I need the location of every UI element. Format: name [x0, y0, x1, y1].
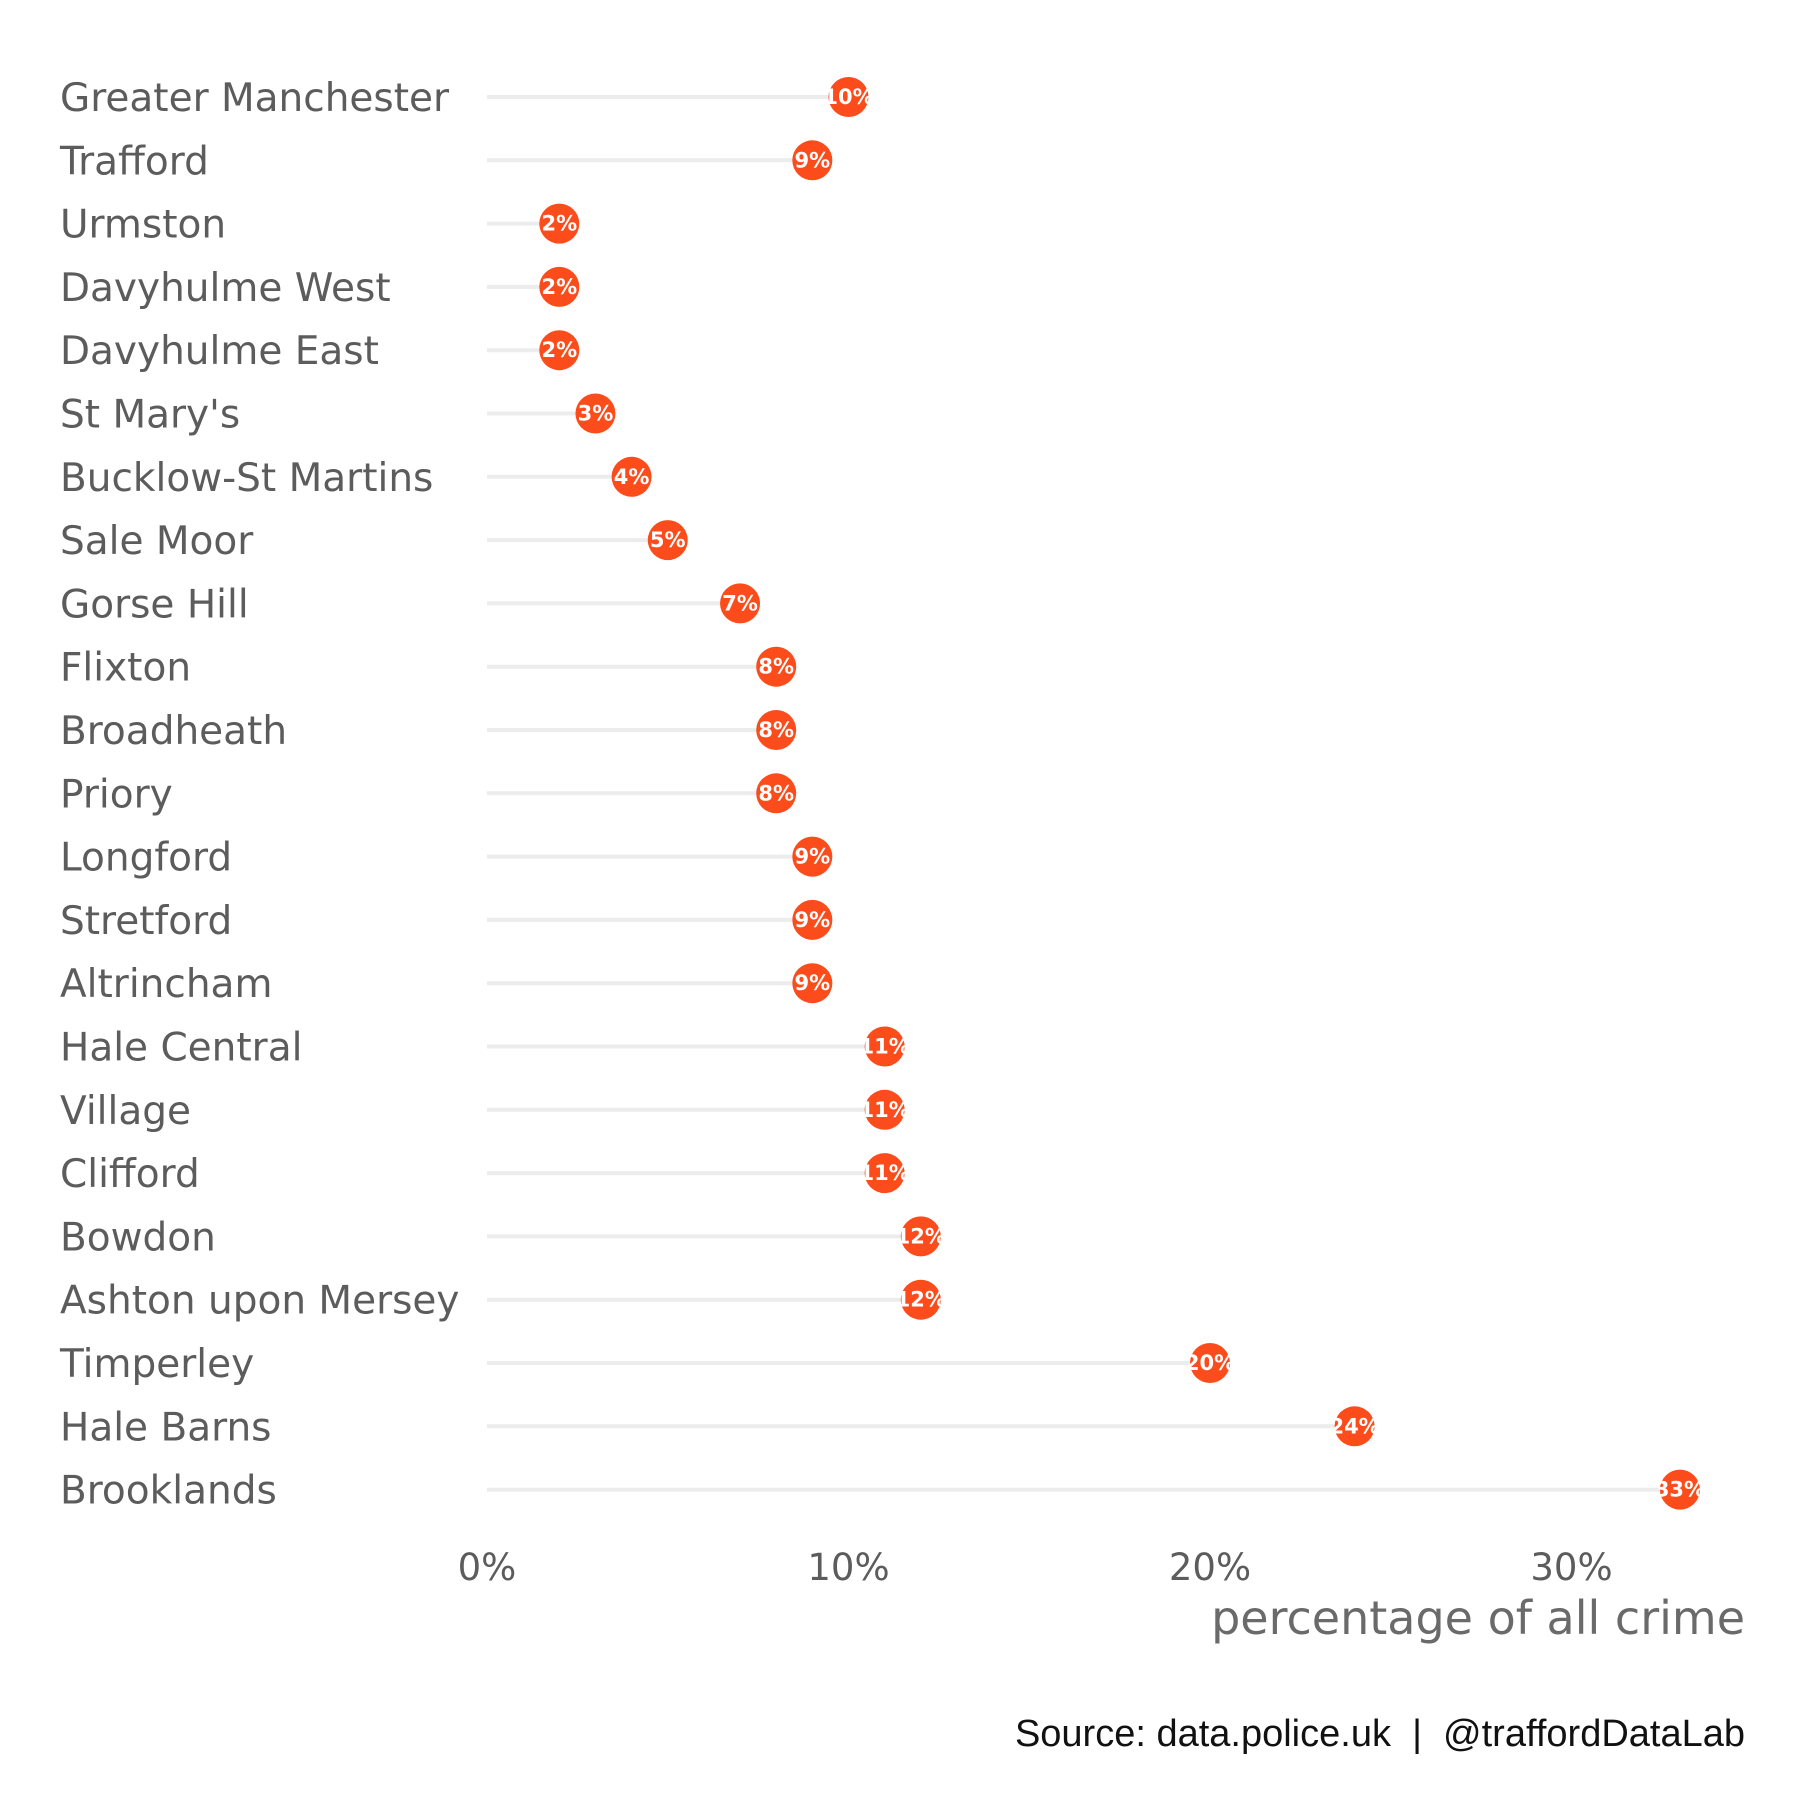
category-label-st-mary-s: St Mary's: [60, 393, 240, 438]
data-label-timperley: 20%: [1185, 1351, 1235, 1375]
segments-layer: [487, 95, 1680, 1492]
category-label-longford: Longford: [60, 836, 232, 881]
point-broadheath: [756, 710, 797, 750]
data-label-clifford: 11%: [860, 1161, 910, 1185]
point-urmston: [539, 203, 580, 244]
point-gorse-hill: [720, 583, 761, 624]
data-label-gorse-hill: 7%: [722, 591, 758, 615]
data-label-sale-moor: 5%: [650, 528, 686, 552]
data-label-broadheath: 8%: [758, 718, 794, 742]
category-label-altrincham: Altrincham: [60, 962, 272, 1007]
category-label-clifford: Clifford: [60, 1152, 200, 1197]
category-label-broadheath: Broadheath: [60, 709, 287, 754]
x-tick-label-0: 0%: [458, 1546, 517, 1589]
category-label-urmston: Urmston: [60, 203, 226, 248]
category-label-greater-manchester: Greater Manchester: [60, 76, 450, 121]
category-label-ashton-upon-mersey: Ashton upon Mersey: [60, 1279, 460, 1324]
point-sale-moor: [647, 520, 688, 561]
category-label-hale-central: Hale Central: [60, 1026, 302, 1071]
data-label-davyhulme-west: 2%: [541, 275, 577, 299]
category-label-hale-barns: Hale Barns: [60, 1405, 272, 1450]
point-bowdon: [900, 1216, 941, 1257]
x-tick-label-30: 30%: [1530, 1546, 1612, 1589]
x-axis-title: percentage of all crime: [1211, 1591, 1745, 1645]
point-priory: [756, 773, 797, 814]
data-label-trafford: 9%: [795, 148, 831, 172]
point-ashton-upon-mersey: [900, 1279, 941, 1320]
point-greater-manchester: [828, 77, 869, 117]
point-village: [864, 1089, 905, 1130]
category-labels: Greater Manchester Trafford Urmston Davyhul…: [59, 76, 460, 1514]
point-davyhulme-west: [539, 266, 580, 307]
data-label-st-mary-s: 3%: [578, 402, 614, 426]
data-label-stretford: 9%: [795, 908, 831, 932]
point-stretford: [792, 899, 833, 940]
data-label-altrincham: 9%: [795, 971, 831, 995]
point-altrincham: [792, 963, 833, 1004]
data-label-bucklow-st-martins: 4%: [614, 465, 650, 489]
data-label-hale-barns: 24%: [1329, 1414, 1379, 1438]
data-label-village: 11%: [860, 1098, 910, 1122]
data-label-longford: 9%: [795, 845, 831, 869]
data-label-hale-central: 11%: [860, 1035, 910, 1059]
points-layer: 10% 9% 2% 2% 2% 3% 4% 5% 7% 8% 8% 8% 9% 9% 9% 11% 11% 11%…: [539, 77, 1705, 1510]
point-hale-central: [864, 1026, 905, 1067]
point-clifford: [864, 1153, 905, 1194]
point-timperley: [1190, 1343, 1230, 1383]
point-st-mary-s: [575, 393, 616, 434]
point-hale-barns: [1334, 1406, 1375, 1447]
x-tick-label-10: 10%: [807, 1546, 889, 1589]
data-label-greater-manchester: 10%: [823, 85, 873, 109]
category-label-flixton: Flixton: [60, 646, 191, 691]
data-label-ashton-upon-mersey: 12%: [896, 1288, 946, 1312]
source-caption: Source: data.police.uk | @traffordDataLa…: [1015, 1713, 1745, 1755]
point-davyhulme-east: [539, 330, 580, 371]
data-label-davyhulme-east: 2%: [541, 338, 577, 362]
category-label-stretford: Stretford: [60, 899, 232, 944]
data-label-priory: 8%: [758, 781, 794, 805]
data-label-urmston: 2%: [541, 212, 577, 236]
category-label-bowdon: Bowdon: [60, 1215, 216, 1260]
category-label-bucklow-st-martins: Bucklow-St Martins: [60, 456, 433, 501]
x-tick-label-20: 20%: [1169, 1546, 1251, 1589]
category-label-brooklands: Brooklands: [60, 1469, 277, 1514]
category-label-village: Village: [60, 1089, 191, 1134]
x-axis-ticks: 0% 10% 20% 30%: [458, 1546, 1613, 1589]
data-label-bowdon: 12%: [896, 1224, 946, 1248]
point-longford: [792, 836, 833, 877]
category-label-timperley: Timperley: [59, 1342, 254, 1387]
category-label-davyhulme-west: Davyhulme West: [60, 266, 391, 311]
point-bucklow-st-martins: [611, 456, 652, 497]
category-label-davyhulme-east: Davyhulme East: [60, 329, 379, 374]
data-label-flixton: 8%: [758, 655, 794, 679]
point-trafford: [792, 140, 833, 181]
data-label-brooklands: 33%: [1655, 1478, 1705, 1502]
point-brooklands: [1659, 1469, 1700, 1510]
point-flixton: [756, 646, 797, 687]
category-label-sale-moor: Sale Moor: [60, 519, 254, 564]
category-label-gorse-hill: Gorse Hill: [60, 582, 249, 627]
category-label-trafford: Trafford: [59, 139, 209, 184]
category-label-priory: Priory: [60, 772, 173, 817]
